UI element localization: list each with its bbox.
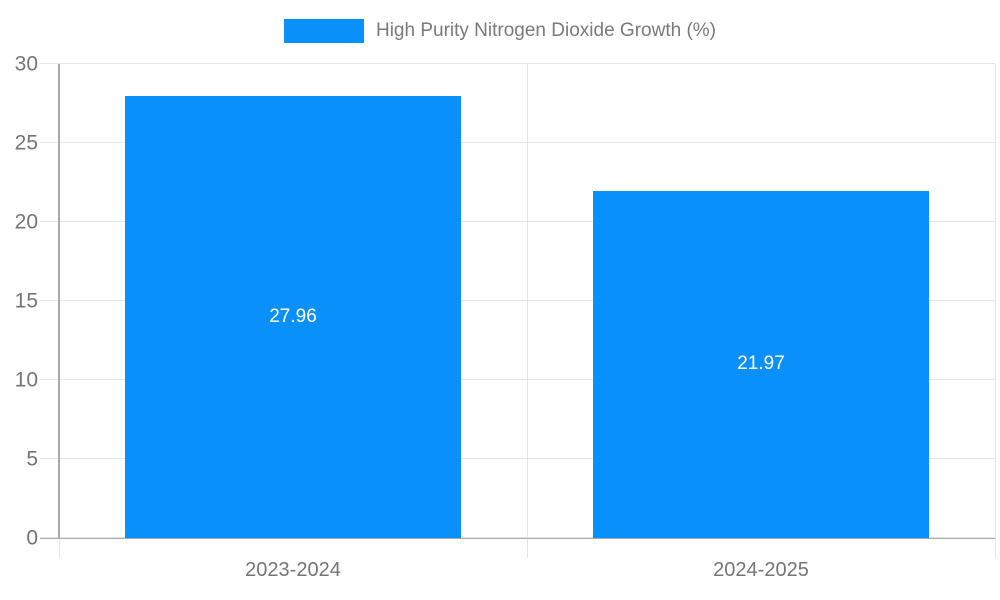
y-tick-label: 0 bbox=[26, 526, 38, 550]
legend-label: High Purity Nitrogen Dioxide Growth (%) bbox=[375, 20, 716, 41]
bar-value-label: 21.97 bbox=[737, 353, 785, 375]
y-tick-label: 10 bbox=[14, 368, 38, 392]
y-tick-mark bbox=[40, 379, 59, 381]
x-tick-mark bbox=[59, 538, 60, 558]
x-gridline bbox=[527, 64, 528, 538]
bar: 21.97 bbox=[592, 190, 930, 538]
y-tick-label: 30 bbox=[14, 52, 38, 76]
y-tick-mark bbox=[40, 221, 59, 223]
x-axis-label: 2023-2024 bbox=[245, 559, 341, 581]
y-tick-label: 25 bbox=[14, 131, 38, 155]
bar: 27.96 bbox=[124, 96, 462, 538]
y-tick-mark bbox=[40, 142, 59, 143]
bar-value-label: 27.96 bbox=[269, 306, 317, 328]
y-tick-label: 20 bbox=[14, 210, 38, 234]
x-tick-mark bbox=[995, 538, 996, 558]
x-axis-label: 2024-2025 bbox=[713, 559, 809, 581]
plot-area: 0 5 10 15 20 25 30 27.96 2023-2024 21.97 2024-2025 bbox=[15, 54, 996, 581]
y-tick-label: 5 bbox=[26, 447, 38, 471]
y-tick-mark bbox=[40, 300, 59, 301]
chart-legend: High Purity Nitrogen Dioxide Growth (%) bbox=[0, 19, 1000, 43]
y-tick-mark bbox=[40, 458, 59, 460]
x-gridline bbox=[995, 64, 996, 538]
legend-swatch bbox=[283, 19, 364, 43]
y-gridline bbox=[59, 63, 995, 64]
x-axis-line bbox=[40, 537, 995, 539]
x-tick-mark bbox=[527, 538, 528, 558]
y-tick-mark bbox=[40, 63, 59, 64]
y-axis-line bbox=[58, 64, 60, 538]
y-tick-label: 15 bbox=[14, 289, 38, 313]
